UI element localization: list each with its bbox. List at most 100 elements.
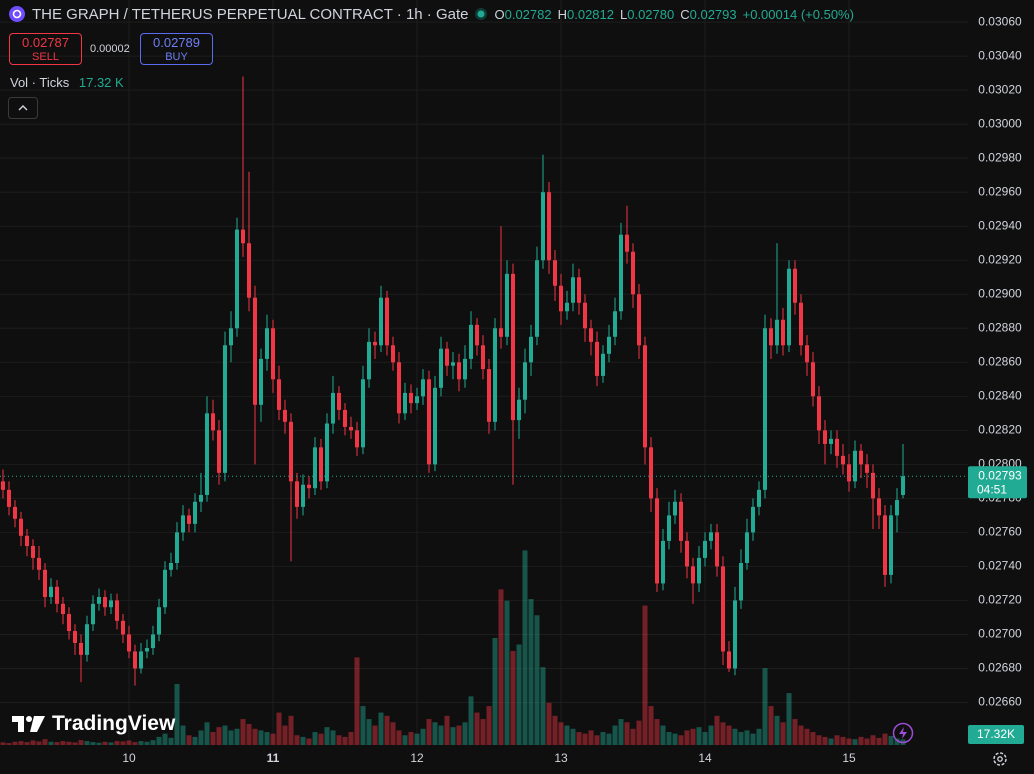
candle-body bbox=[133, 651, 137, 669]
volume-bar bbox=[744, 730, 750, 745]
candle-body bbox=[337, 392, 341, 410]
candle-body bbox=[13, 506, 17, 519]
volume-bar bbox=[24, 742, 30, 745]
candle-body bbox=[787, 268, 791, 346]
candle-body bbox=[811, 362, 815, 397]
indicator-value: 17.32 K bbox=[78, 75, 124, 90]
candle-body bbox=[379, 297, 383, 346]
candle-body bbox=[571, 277, 575, 303]
volume-bar bbox=[420, 728, 426, 745]
volume-bar bbox=[438, 725, 444, 745]
volume-bar bbox=[72, 742, 78, 745]
x-tick-label: 12 bbox=[410, 751, 424, 765]
candle-body bbox=[277, 379, 281, 410]
volume-bar bbox=[648, 706, 654, 745]
candle-body bbox=[469, 324, 473, 359]
candle-body bbox=[565, 302, 569, 312]
candle-body bbox=[49, 586, 53, 598]
volume-bar bbox=[504, 600, 510, 745]
last-price-box bbox=[968, 466, 1027, 499]
candle-body bbox=[265, 328, 269, 359]
volume-bar bbox=[78, 740, 84, 745]
volume-bar bbox=[846, 738, 852, 745]
candle-body bbox=[25, 535, 29, 546]
volume-bar bbox=[0, 742, 6, 745]
volume-bar bbox=[264, 732, 270, 745]
alert-button[interactable] bbox=[892, 722, 914, 744]
sell-button[interactable]: 0.02787 SELL bbox=[9, 33, 82, 65]
buy-button[interactable]: 0.02789 BUY bbox=[140, 33, 213, 65]
brand: TradingView bbox=[12, 712, 175, 736]
candle-body bbox=[607, 336, 611, 354]
ohlc-value: 0.02782 bbox=[504, 6, 552, 22]
volume-bar bbox=[798, 725, 804, 745]
indicator-name: Vol · Ticks bbox=[10, 75, 70, 90]
volume-bar bbox=[786, 693, 792, 745]
volume-bar bbox=[66, 741, 72, 745]
candle-body bbox=[553, 260, 557, 286]
volume-bar bbox=[570, 728, 576, 745]
candle-body bbox=[547, 192, 551, 261]
candle-body bbox=[823, 430, 827, 444]
volume-bar bbox=[324, 727, 330, 745]
candle-body bbox=[559, 285, 563, 312]
volume-bar bbox=[372, 725, 378, 745]
candle-body bbox=[799, 302, 803, 346]
candle-body bbox=[193, 501, 197, 524]
candle-body bbox=[397, 362, 401, 414]
candle-body bbox=[673, 501, 677, 516]
volume-bar bbox=[708, 725, 714, 745]
volume-bar bbox=[528, 599, 534, 745]
volume-bar bbox=[558, 722, 564, 745]
volume-bar bbox=[540, 667, 546, 745]
candle-body bbox=[691, 566, 695, 584]
candle-body bbox=[403, 392, 407, 414]
volume-bar bbox=[6, 743, 12, 745]
volume-bar bbox=[354, 657, 360, 745]
volume-bar bbox=[816, 735, 822, 745]
candle-body bbox=[517, 399, 521, 421]
candle-body bbox=[895, 500, 899, 516]
volume-bar bbox=[684, 730, 690, 745]
volume-bar bbox=[120, 741, 126, 745]
y-tick-label: 0.02660 bbox=[978, 695, 1022, 709]
volume-bar bbox=[12, 741, 18, 745]
volume-bar bbox=[870, 735, 876, 745]
volume-bar bbox=[450, 727, 456, 745]
y-tick-label: 0.03000 bbox=[978, 116, 1022, 130]
volume-bar bbox=[456, 725, 462, 745]
volume-bar bbox=[108, 742, 114, 745]
volume-bar bbox=[468, 696, 474, 745]
volume-bar bbox=[282, 725, 288, 745]
candle-body bbox=[223, 345, 227, 473]
candle-body bbox=[43, 569, 47, 598]
candle-body bbox=[601, 353, 605, 376]
volume-bar bbox=[858, 736, 864, 745]
settings-button[interactable] bbox=[991, 750, 1009, 768]
ohlc-letter: C bbox=[680, 6, 690, 22]
volume-bar bbox=[654, 719, 660, 745]
candle-body bbox=[685, 540, 689, 567]
buy-price: 0.02789 bbox=[153, 35, 200, 50]
volume-bar bbox=[498, 589, 504, 745]
candle-body bbox=[901, 476, 905, 495]
collapse-button[interactable] bbox=[8, 97, 38, 119]
volume-bar bbox=[510, 650, 516, 745]
volume-bar bbox=[750, 733, 756, 745]
volume-bar bbox=[486, 706, 492, 745]
candle-body bbox=[259, 358, 263, 405]
volume-bar bbox=[174, 684, 180, 745]
volume-bar bbox=[642, 605, 648, 745]
candle-body bbox=[199, 494, 203, 502]
candle-body bbox=[535, 260, 539, 337]
volume-bar bbox=[876, 737, 882, 745]
candle-body bbox=[793, 268, 797, 303]
y-tick-label: 0.02700 bbox=[978, 627, 1022, 641]
volume-bar bbox=[804, 728, 810, 745]
candle-body bbox=[817, 396, 821, 431]
volume-bar bbox=[432, 722, 438, 745]
brand-logo bbox=[12, 716, 45, 732]
candle-body bbox=[709, 532, 713, 541]
candle-body bbox=[883, 515, 887, 575]
volume-bar bbox=[336, 735, 342, 745]
